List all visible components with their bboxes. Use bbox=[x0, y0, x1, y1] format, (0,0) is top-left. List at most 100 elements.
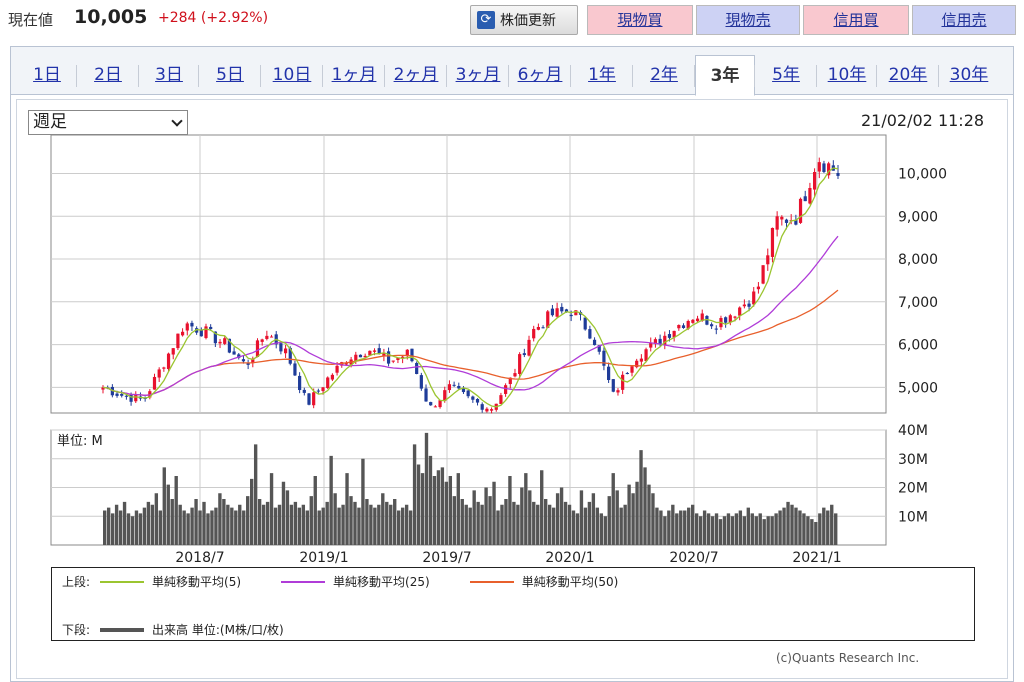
volume-bar bbox=[313, 476, 317, 545]
candle-body bbox=[630, 366, 634, 373]
legend-lower-row: 下段: 出来高 単位:(M株/口/枚) bbox=[62, 621, 314, 638]
tab-separator bbox=[384, 65, 385, 87]
ma25-line bbox=[102, 235, 839, 396]
refresh-price-label: 株価更新 bbox=[500, 13, 556, 29]
margin-sell-button[interactable]: 信用売 bbox=[912, 5, 1016, 35]
refresh-price-button[interactable]: ⟳ 株価更新 bbox=[470, 5, 578, 35]
candle-body bbox=[386, 351, 391, 364]
candle-body bbox=[180, 331, 185, 336]
candle-body bbox=[691, 319, 695, 323]
tab-11[interactable]: 2年 bbox=[650, 65, 678, 85]
candle-body bbox=[518, 354, 522, 374]
volume-bar bbox=[508, 476, 512, 545]
volume-bar bbox=[265, 501, 270, 545]
tab-5[interactable]: 10日 bbox=[272, 65, 312, 85]
volume-bar bbox=[377, 504, 381, 545]
candle-body bbox=[592, 339, 597, 346]
candle-body bbox=[621, 374, 625, 390]
volume-bar bbox=[675, 513, 679, 545]
candle-body bbox=[241, 359, 246, 362]
tab-13[interactable]: 5年 bbox=[772, 65, 800, 85]
spot-sell-button[interactable]: 現物売 bbox=[696, 5, 800, 35]
candle-body bbox=[302, 389, 306, 393]
tab-16[interactable]: 30年 bbox=[949, 65, 989, 85]
tab-8[interactable]: 3ヶ月 bbox=[455, 65, 501, 85]
volume-bar bbox=[794, 507, 798, 545]
volume-tick-label: 10M bbox=[898, 509, 928, 525]
tab-6[interactable]: 1ヶ月 bbox=[331, 65, 377, 85]
candle-body bbox=[527, 339, 531, 356]
volume-bar bbox=[150, 504, 155, 545]
tab-separator bbox=[694, 65, 695, 87]
volume-bar bbox=[722, 516, 727, 545]
volume-bar bbox=[444, 481, 449, 545]
volume-bar bbox=[293, 501, 298, 545]
candle-body bbox=[812, 171, 817, 190]
volume-bar bbox=[746, 507, 750, 545]
volume-bar bbox=[238, 504, 242, 545]
volume-bar bbox=[448, 476, 453, 545]
candle-body bbox=[667, 334, 672, 338]
candle-body bbox=[410, 348, 414, 362]
volume-bar bbox=[619, 507, 623, 545]
x-tick-label: 2020/7 bbox=[669, 550, 718, 566]
candle-body bbox=[784, 219, 789, 223]
tab-14[interactable]: 10年 bbox=[827, 65, 867, 85]
tab-9[interactable]: 6ヶ月 bbox=[517, 65, 563, 85]
candle-body bbox=[190, 322, 194, 327]
volume-bar bbox=[559, 487, 564, 545]
volume-bar bbox=[663, 516, 667, 545]
tab-15[interactable]: 20年 bbox=[888, 65, 928, 85]
volume-bar bbox=[389, 504, 393, 545]
candle-body bbox=[597, 345, 601, 352]
volume-bar bbox=[472, 490, 476, 545]
candle-body bbox=[728, 315, 732, 323]
candle-body bbox=[607, 366, 611, 381]
candle-body bbox=[152, 376, 157, 390]
volume-bar bbox=[337, 507, 341, 545]
price-tick-label: 9,000 bbox=[898, 209, 938, 225]
legend-volume: 出来高 単位:(M株/口/枚) bbox=[90, 621, 284, 638]
tab-4[interactable]: 5日 bbox=[216, 65, 244, 85]
x-tick-label: 2019/1 bbox=[299, 550, 348, 566]
margin-buy-button[interactable]: 信用買 bbox=[803, 5, 909, 35]
candle-body bbox=[574, 310, 578, 316]
candle-body bbox=[775, 216, 779, 230]
candle-body bbox=[382, 353, 386, 357]
candle-body bbox=[204, 326, 208, 339]
candle-body bbox=[438, 400, 442, 408]
volume-bar bbox=[818, 513, 822, 545]
tab-10[interactable]: 1年 bbox=[588, 65, 616, 85]
candle-body bbox=[752, 291, 756, 305]
volume-bar bbox=[607, 496, 611, 545]
volume-bar bbox=[432, 476, 437, 545]
tab-7[interactable]: 2ヶ月 bbox=[393, 65, 439, 85]
volume-bar bbox=[269, 473, 274, 545]
volume-bar bbox=[754, 516, 758, 545]
volume-bar bbox=[551, 507, 556, 545]
candle-body bbox=[185, 323, 189, 331]
candle-body bbox=[396, 357, 400, 361]
volume-bar bbox=[301, 504, 306, 545]
candle-body bbox=[480, 404, 484, 410]
tab-1[interactable]: 1日 bbox=[33, 65, 61, 85]
volume-bar bbox=[806, 516, 810, 545]
candle-body bbox=[429, 402, 433, 406]
tab-3[interactable]: 3日 bbox=[155, 65, 183, 85]
candle-body bbox=[377, 348, 381, 354]
volume-bar bbox=[134, 510, 139, 545]
volume-bar bbox=[400, 507, 405, 545]
volume-bar bbox=[246, 496, 250, 545]
candle-body bbox=[733, 316, 737, 318]
volume-bar bbox=[381, 493, 385, 545]
x-tick-label: 2019/7 bbox=[422, 550, 471, 566]
candle-body bbox=[101, 387, 105, 390]
candle-body bbox=[653, 339, 658, 345]
volume-bar bbox=[691, 504, 695, 545]
spot-buy-button[interactable]: 現物買 bbox=[587, 5, 693, 35]
volume-bar bbox=[345, 473, 349, 545]
volume-bar bbox=[174, 476, 178, 545]
candle-body bbox=[471, 396, 475, 400]
tab-2[interactable]: 2日 bbox=[94, 65, 122, 85]
volume-bar bbox=[214, 507, 218, 545]
